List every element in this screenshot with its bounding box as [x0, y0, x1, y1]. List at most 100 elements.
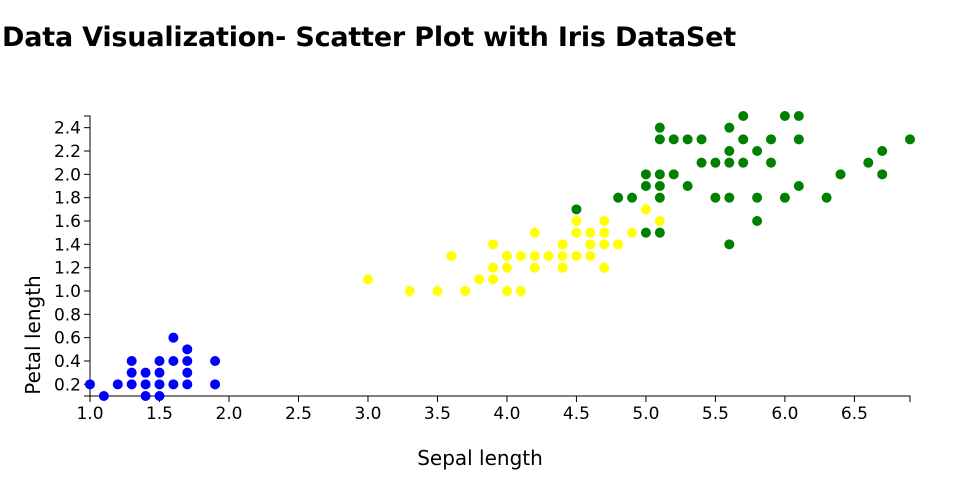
data-point — [877, 146, 888, 156]
y-tick-label: 1.4 — [54, 235, 81, 255]
y-tick-label: 0.4 — [54, 352, 81, 372]
data-point — [557, 239, 568, 250]
x-axis-line — [89, 395, 911, 402]
data-point — [682, 134, 693, 145]
data-point — [738, 111, 749, 121]
data-point — [738, 134, 749, 145]
data-point — [488, 262, 499, 273]
y-tick: 0.6 — [54, 329, 90, 349]
data-point — [738, 157, 749, 168]
data-point — [654, 181, 665, 191]
data-point — [126, 356, 137, 366]
y-tick: 0.4 — [54, 352, 90, 372]
data-point — [640, 169, 651, 180]
data-point — [446, 251, 457, 261]
y-tick: 1.6 — [54, 212, 90, 232]
data-point — [571, 216, 582, 226]
data-point — [571, 251, 582, 261]
data-point — [488, 239, 499, 250]
data-point — [529, 262, 540, 273]
x-tick-label: 3.0 — [354, 404, 381, 424]
data-point — [613, 192, 624, 203]
data-point — [98, 391, 109, 401]
data-point — [571, 204, 582, 215]
y-tick-label: 0.8 — [54, 305, 81, 325]
data-point — [501, 251, 512, 261]
data-point — [515, 286, 526, 296]
x-tick: 5.5 — [702, 396, 729, 424]
data-point — [766, 134, 777, 145]
data-point — [515, 251, 526, 261]
data-point — [752, 216, 763, 226]
y-axis-line — [84, 115, 91, 397]
data-point — [585, 251, 596, 261]
x-axis: 1.0 1.5 2.0 2.5 3.0 3.5 4.0 4.5 5.0 5.5 6.0 6.5 — [76, 395, 911, 424]
x-tick-label: 6.5 — [841, 404, 868, 424]
data-point — [779, 111, 790, 121]
y-tick: 1.0 — [54, 282, 90, 302]
x-tick: 3.5 — [424, 396, 451, 424]
data-point — [140, 391, 151, 401]
y-tick-label: 0.6 — [54, 329, 81, 349]
x-tick-label: 6.0 — [771, 404, 798, 424]
data-point — [182, 344, 193, 355]
x-tick-label: 4.5 — [563, 404, 590, 424]
x-tick: 6.0 — [771, 396, 798, 424]
data-point — [905, 134, 915, 145]
data-point — [654, 169, 665, 180]
data-point — [627, 192, 638, 203]
y-tick-label: 1.6 — [54, 212, 81, 232]
data-point — [668, 169, 679, 180]
y-tick: 2.2 — [54, 142, 90, 162]
data-point — [696, 157, 707, 168]
data-point — [140, 379, 151, 390]
data-point — [863, 157, 874, 168]
data-point — [501, 286, 512, 296]
data-point — [501, 262, 512, 273]
data-point — [599, 262, 610, 273]
data-point — [835, 169, 846, 180]
data-point — [140, 367, 151, 378]
data-point — [654, 192, 665, 203]
data-point — [571, 227, 582, 238]
data-point — [599, 227, 610, 238]
data-point — [154, 391, 165, 401]
data-point — [182, 379, 193, 390]
x-tick-label: 5.0 — [632, 404, 659, 424]
y-tick-label: 1.0 — [54, 282, 81, 302]
data-point — [710, 157, 721, 168]
data-point — [752, 146, 763, 156]
x-tick: 1.0 — [76, 396, 104, 424]
x-tick: 2.5 — [285, 396, 312, 424]
data-point — [654, 216, 665, 226]
data-point — [752, 192, 763, 203]
data-point — [654, 227, 665, 238]
data-point — [793, 111, 804, 121]
x-tick: 5.0 — [632, 396, 659, 424]
data-point — [362, 274, 373, 285]
data-point — [474, 274, 485, 285]
x-tick-label: 5.5 — [702, 404, 729, 424]
y-tick-label: 2.4 — [54, 119, 81, 139]
data-point — [126, 379, 137, 390]
y-tick-label: 2.0 — [54, 165, 81, 185]
data-point — [529, 227, 540, 238]
y-tick: 0.8 — [54, 305, 90, 325]
data-point — [460, 286, 471, 296]
data-point — [154, 356, 165, 366]
data-point — [557, 262, 568, 273]
x-tick-label: 3.5 — [424, 404, 451, 424]
data-point — [154, 379, 165, 390]
series-1 — [362, 204, 665, 296]
y-axis-label: Petal length — [21, 275, 45, 394]
y-tick: 2.4 — [54, 119, 90, 139]
x-tick-label: 4.0 — [493, 404, 520, 424]
y-tick: 1.2 — [54, 259, 90, 279]
x-tick: 4.0 — [493, 396, 520, 424]
data-point — [126, 367, 137, 378]
series-2 — [571, 111, 915, 250]
data-point — [154, 367, 165, 378]
y-tick-label: 1.2 — [54, 259, 81, 279]
data-point — [585, 227, 596, 238]
